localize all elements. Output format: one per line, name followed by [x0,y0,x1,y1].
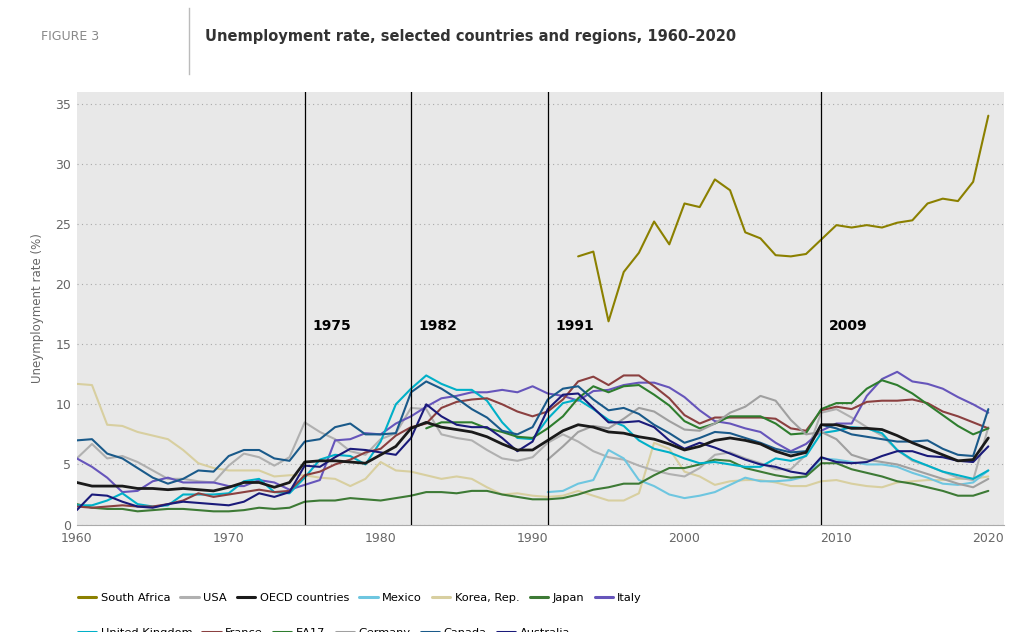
Text: 1975: 1975 [312,319,351,333]
Text: Unemployment rate, selected countries and regions, 1960–2020: Unemployment rate, selected countries an… [205,30,736,44]
Text: 1991: 1991 [555,319,594,333]
Legend: United Kingdom, France, EA17, Germany, Canada, Australia: United Kingdom, France, EA17, Germany, C… [74,623,574,632]
Text: 2009: 2009 [828,319,867,333]
Y-axis label: Uneymployment rate (%): Uneymployment rate (%) [32,233,44,383]
Text: FIGURE 3: FIGURE 3 [41,30,99,44]
Text: 1982: 1982 [419,319,458,333]
